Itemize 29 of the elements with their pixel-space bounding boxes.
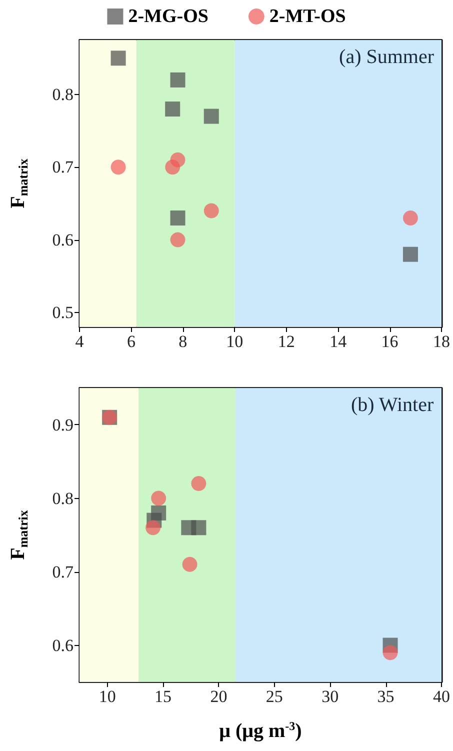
x-tick-label: 35 — [377, 687, 394, 706]
y-tick-label: 0.5 — [52, 302, 74, 322]
x-tick-label: 40 — [433, 687, 450, 706]
x-tick-label: 18 — [433, 332, 450, 351]
x-tick-label: 10 — [98, 687, 116, 706]
chart-title: (a) Summer — [339, 46, 434, 68]
y-tick-label: 0.6 — [52, 230, 74, 250]
x-tick-label: 6 — [126, 332, 136, 351]
y-tick-label: 0.7 — [52, 158, 74, 177]
x-tick-label: 30 — [322, 687, 339, 706]
y-tick-label: 0.9 — [52, 415, 74, 434]
y-tick-label: 0.6 — [52, 636, 74, 655]
y-tick-label: 0.8 — [52, 84, 74, 104]
x-tick-label: 8 — [178, 332, 188, 351]
x-tick-label: 20 — [210, 687, 228, 706]
legend-label: 2-MG-OS — [128, 6, 208, 27]
y-axis-title: Fmatrix — [7, 510, 30, 560]
x-tick-label: 14 — [330, 332, 348, 351]
x-tick-label: 15 — [154, 687, 172, 706]
y-tick-label: 0.8 — [52, 488, 74, 508]
x-tick-label: 4 — [75, 332, 84, 351]
y-axis-title: Fmatrix — [7, 158, 30, 208]
y-tick-label: 0.7 — [52, 562, 74, 582]
legend-label: 2-MT-OS — [269, 6, 346, 27]
x-tick-label: 10 — [226, 332, 244, 351]
x-tick-label: 25 — [266, 687, 283, 706]
x-tick-label: 16 — [381, 332, 398, 351]
chart-title: (b) Winter — [350, 394, 434, 416]
x-tick-label: 12 — [278, 332, 295, 351]
